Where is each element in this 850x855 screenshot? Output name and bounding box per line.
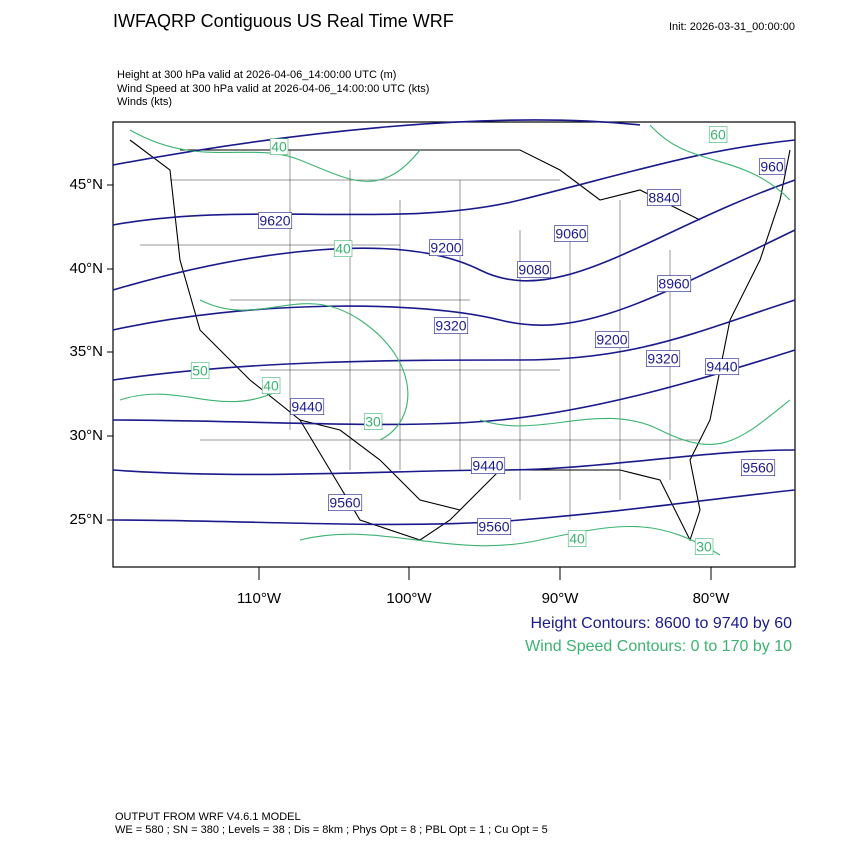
wind-label-box	[261, 377, 281, 395]
wind-contours	[119, 124, 791, 556]
border	[299, 419, 461, 511]
height-label-box	[759, 158, 786, 176]
lat-label: 30°N	[69, 427, 103, 444]
height-contour	[112, 119, 641, 166]
height-label: 9320	[647, 351, 678, 367]
footer: WE = 580 ; SN = 380 ; Levels = 38 ; Dis …	[115, 824, 548, 836]
height-label-box	[290, 398, 325, 416]
lon-label: 110°W	[237, 590, 282, 607]
height-label: 9620	[259, 213, 290, 229]
init-time: Init: 2026-03-31_00:00:00	[669, 21, 795, 33]
height-label: 9440	[472, 458, 503, 474]
footer: OUTPUT FROM WRF V4.6.1 MODEL	[115, 811, 301, 823]
height-label: 8960	[658, 276, 689, 292]
lat-label: 40°N	[69, 260, 103, 277]
wind-label-box	[269, 138, 289, 156]
coastline	[129, 139, 791, 542]
height-label-box	[328, 494, 363, 512]
wind-label-box	[363, 413, 383, 431]
wind-label: 30	[365, 414, 381, 430]
height-label: 9560	[742, 460, 773, 476]
wind-label: 50	[192, 363, 208, 379]
height-label: 9560	[478, 519, 509, 535]
lat-label: 45°N	[69, 176, 103, 193]
field-desc: Wind Speed at 300 hPa valid at 2026-04-0…	[117, 83, 429, 95]
wind-label: 40	[335, 241, 351, 257]
height-label-box	[595, 331, 630, 349]
height-contour	[112, 349, 796, 426]
lon-label: 100°W	[386, 590, 432, 607]
field-desc: Height at 300 hPa valid at 2026-04-06_14…	[117, 69, 396, 81]
height-label: 9080	[518, 262, 549, 278]
height-label-box	[517, 261, 552, 279]
height-contour	[112, 179, 796, 291]
wind-label: 40	[263, 378, 279, 394]
height-label-box	[471, 457, 506, 475]
lat-label: 25°N	[69, 511, 103, 528]
title: IWFAQRP Contiguous US Real Time WRF	[113, 11, 454, 31]
field-desc: Winds (kts)	[117, 96, 172, 108]
wind-label-box	[190, 362, 210, 380]
map: 9620 9200 9320 9440 9440 9560 9560 9560 8840 9060…	[112, 119, 796, 568]
axis-labels: 45°N 40°N 35°N 30°N 25°N 110°W 100°W 90°W 80°W	[69, 176, 730, 607]
wind-contour	[299, 525, 721, 556]
wind-label-box	[333, 240, 353, 258]
wind-label: 40	[569, 531, 585, 547]
height-label-box	[647, 189, 682, 207]
wind-contour	[119, 389, 281, 403]
height-label: 9560	[329, 495, 360, 511]
height-label-box	[554, 225, 589, 243]
wind-contour	[649, 124, 791, 201]
wind-label-box	[694, 538, 714, 556]
height-label-box	[429, 239, 464, 257]
map-frame	[112, 121, 796, 568]
height-label: 8840	[648, 190, 679, 206]
height-contour	[112, 139, 796, 226]
wind-label: 30	[696, 539, 712, 555]
wind-contour	[199, 299, 409, 441]
wind-label-box	[567, 530, 587, 548]
wind-contour	[129, 129, 421, 182]
height-label-box	[705, 358, 740, 376]
lon-label: 90°W	[542, 590, 580, 607]
height-label: 9440	[706, 359, 737, 375]
contour-labels: 9620 9200 9320 9440 9440 9560 9560 9560 8840 9060…	[190, 126, 786, 556]
height-label-box	[434, 317, 469, 335]
wind-contour	[479, 399, 791, 445]
height-label: 9200	[430, 240, 461, 256]
height-label: 9060	[555, 226, 586, 242]
lon-label: 80°W	[693, 590, 731, 607]
lat-label: 35°N	[69, 343, 103, 360]
height-label-box	[741, 459, 776, 477]
legend-height: Height Contours: 8600 to 9740 by 60	[530, 615, 792, 632]
height-label: 960	[760, 159, 784, 175]
wind-label: 60	[710, 127, 726, 143]
height-contour	[112, 299, 796, 381]
height-label: 9200	[596, 332, 627, 348]
height-label-box	[657, 275, 692, 293]
height-label: 9440	[291, 399, 322, 415]
height-label: 9320	[435, 318, 466, 334]
height-label-box	[258, 212, 293, 230]
height-label-box	[646, 350, 681, 368]
wind-label: 40	[271, 139, 287, 155]
legend-wind: Wind Speed Contours: 0 to 170 by 10	[525, 638, 792, 655]
wind-label-box	[708, 126, 728, 144]
height-label-box	[477, 518, 512, 536]
